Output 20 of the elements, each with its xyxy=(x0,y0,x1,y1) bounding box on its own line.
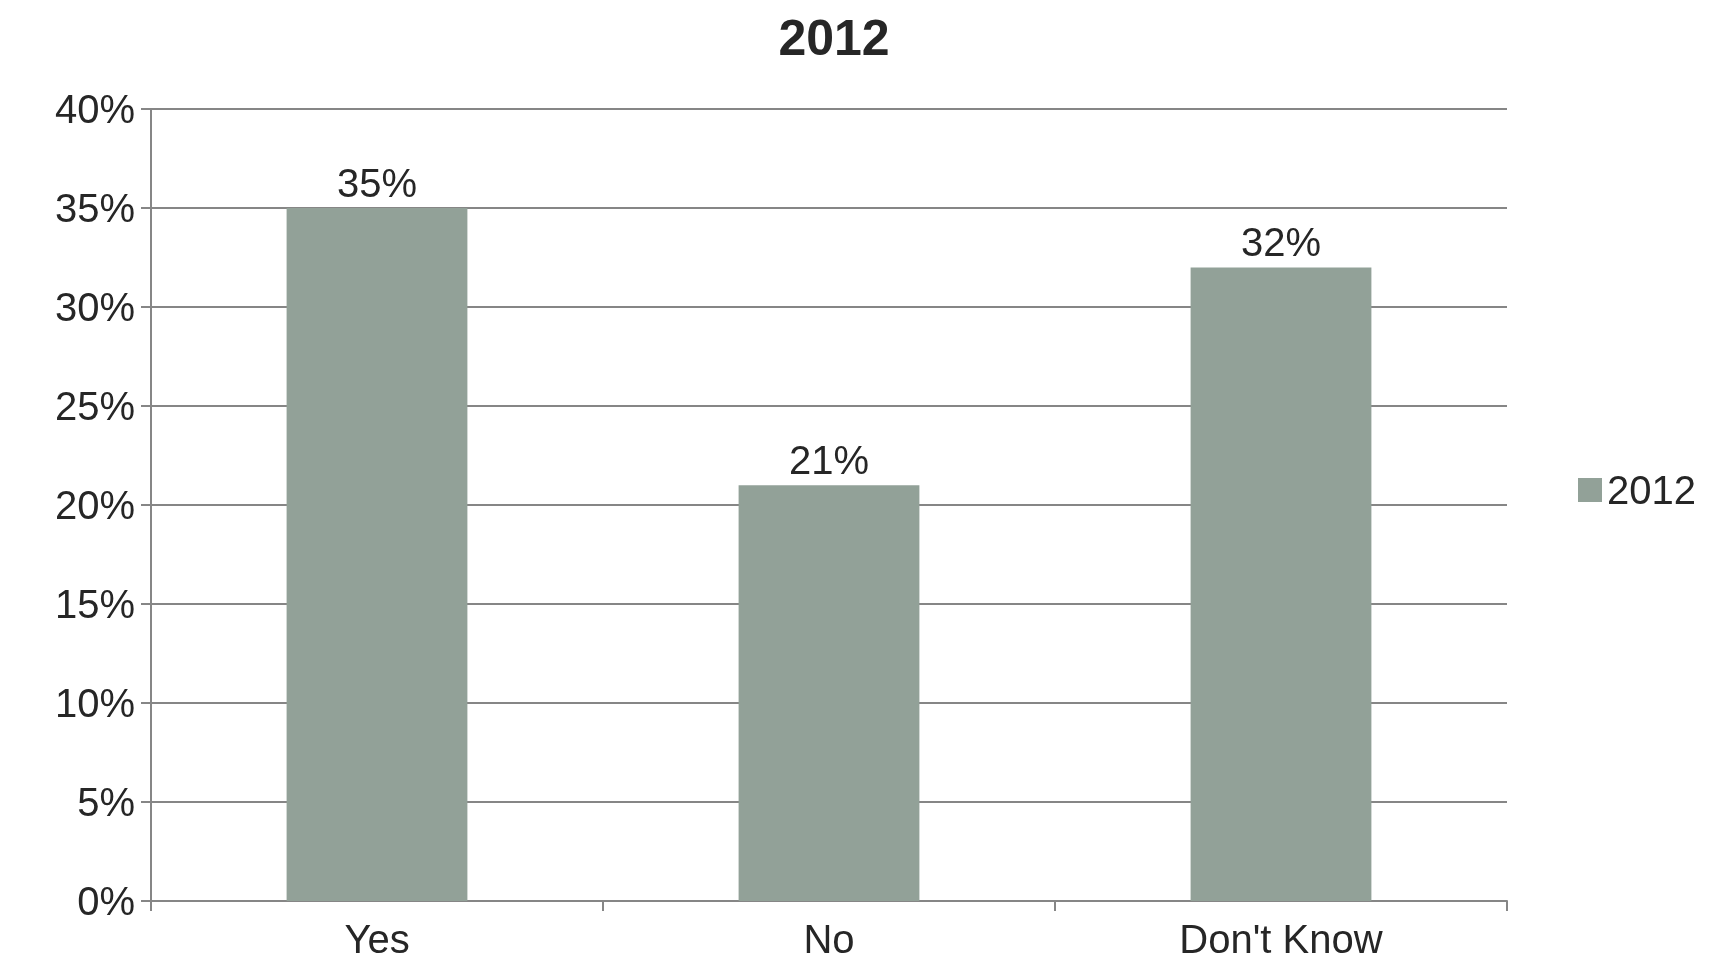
y-tick-label: 10% xyxy=(54,681,135,725)
data-label: 21% xyxy=(788,438,870,483)
y-tick-label: 5% xyxy=(77,780,135,824)
x-tick-label: Don't Know xyxy=(1179,917,1383,961)
chart-title: 2012 xyxy=(778,10,890,66)
x-tick-label: No xyxy=(803,917,855,961)
y-tick-label: 25% xyxy=(54,384,135,428)
y-tick-label: 0% xyxy=(77,879,135,923)
y-tick-label: 30% xyxy=(54,285,135,329)
data-label: 32% xyxy=(1240,220,1322,265)
y-tick-label: 35% xyxy=(54,186,135,230)
legend-label: 2012 xyxy=(1607,468,1696,512)
data-label: 35% xyxy=(336,161,418,205)
bar xyxy=(738,485,920,901)
y-tick-label: 15% xyxy=(54,582,135,626)
y-tick-label: 40% xyxy=(54,87,135,131)
x-tick-label: Yes xyxy=(344,917,410,961)
bar xyxy=(286,208,468,901)
y-tick-label: 20% xyxy=(54,483,135,527)
bar xyxy=(1190,267,1372,901)
